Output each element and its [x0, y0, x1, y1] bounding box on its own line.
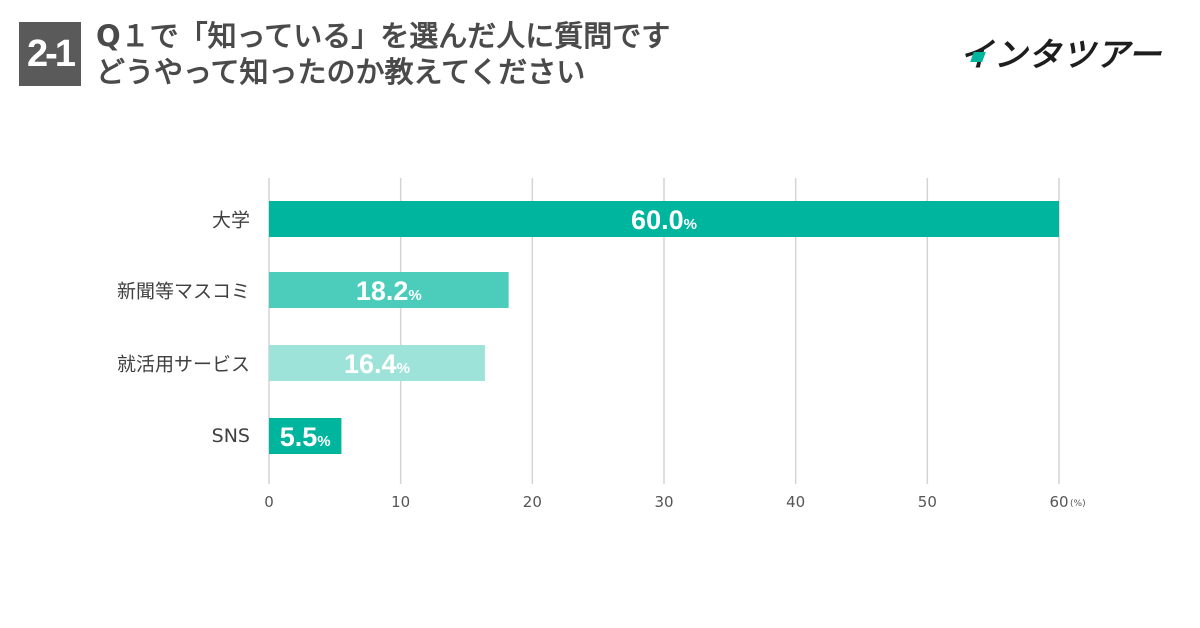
x-tick-label: 0	[264, 493, 274, 511]
bar-value-label: 18.2%	[356, 276, 422, 306]
title-line-2: どうやって知ったのか教えてください	[96, 55, 586, 89]
x-tick-label: 40	[786, 493, 805, 511]
x-tick-label: 50	[918, 493, 937, 511]
page-title: Q１で「知っている」を選んだ人に質問です どうやって知ったのか教えてください	[96, 18, 670, 90]
bar	[269, 418, 342, 454]
category-label: 新聞等マスコミ	[116, 280, 250, 303]
bar-value-label: 60.0%	[631, 205, 697, 235]
category-label: 大学	[211, 209, 250, 232]
bar-value-label: 5.5%	[280, 422, 331, 452]
section-badge: 2-1	[19, 22, 81, 86]
x-tick-label: 30	[654, 493, 673, 511]
brand-logo: インタツアー	[960, 35, 1163, 74]
bar-value-label: 16.4%	[344, 349, 410, 379]
category-label: SNS	[211, 425, 250, 447]
x-tick-label: 20	[523, 493, 542, 511]
category-label: 就活用サービス	[116, 353, 250, 376]
x-tick-label: 10	[391, 493, 410, 511]
bar	[269, 201, 1059, 237]
bar	[269, 345, 485, 381]
x-tick-label: 60	[1049, 493, 1068, 511]
title-line-1: Q１で「知っている」を選んだ人に質問です	[96, 19, 671, 53]
bar	[269, 272, 509, 308]
x-axis-unit: (%)	[1070, 499, 1086, 509]
